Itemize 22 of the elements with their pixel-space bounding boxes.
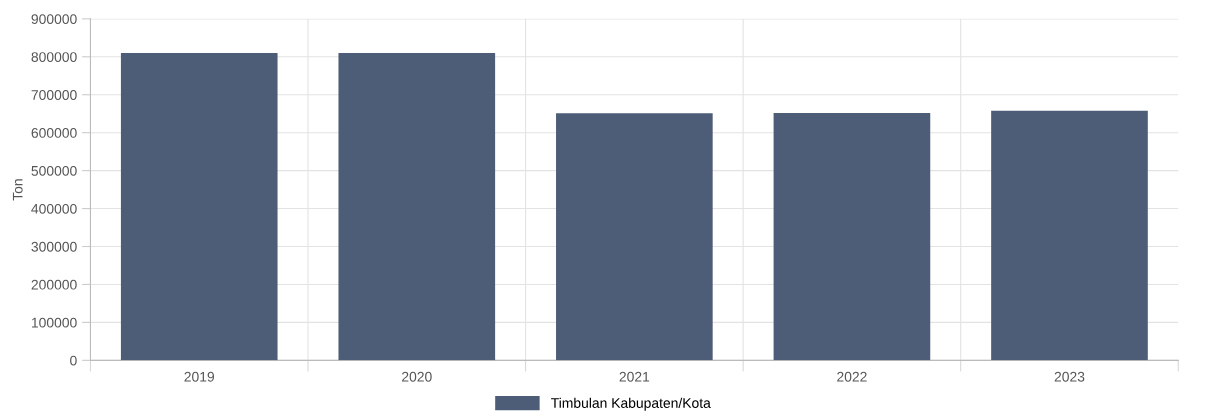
bar bbox=[773, 112, 931, 361]
y-tick-label: 200000 bbox=[31, 279, 77, 290]
y-tick-label: 300000 bbox=[31, 241, 77, 252]
bar bbox=[991, 110, 1148, 361]
bar bbox=[338, 53, 496, 361]
y-axis-title: Ton bbox=[12, 179, 23, 201]
y-tick-label: 400000 bbox=[31, 203, 77, 214]
y-tick-label: 0 bbox=[70, 355, 77, 366]
y-tick-label: 500000 bbox=[31, 165, 77, 176]
y-tick-label: 100000 bbox=[31, 317, 77, 328]
x-tick-label: 2019 bbox=[184, 371, 215, 382]
x-tick-label: 2020 bbox=[402, 371, 432, 382]
y-tick-label: 600000 bbox=[31, 128, 77, 138]
legend-label: Timbulan Kabupaten/Kota bbox=[551, 397, 711, 411]
y-tick-label: 900000 bbox=[31, 14, 77, 25]
x-tick-label: 2022 bbox=[837, 371, 867, 382]
bar bbox=[556, 113, 713, 361]
x-tick-label: 2023 bbox=[1054, 371, 1085, 382]
bar bbox=[120, 53, 278, 361]
y-tick-label: 700000 bbox=[31, 90, 77, 100]
x-tick-label: 2021 bbox=[619, 371, 650, 382]
y-tick-label: 800000 bbox=[31, 52, 77, 62]
